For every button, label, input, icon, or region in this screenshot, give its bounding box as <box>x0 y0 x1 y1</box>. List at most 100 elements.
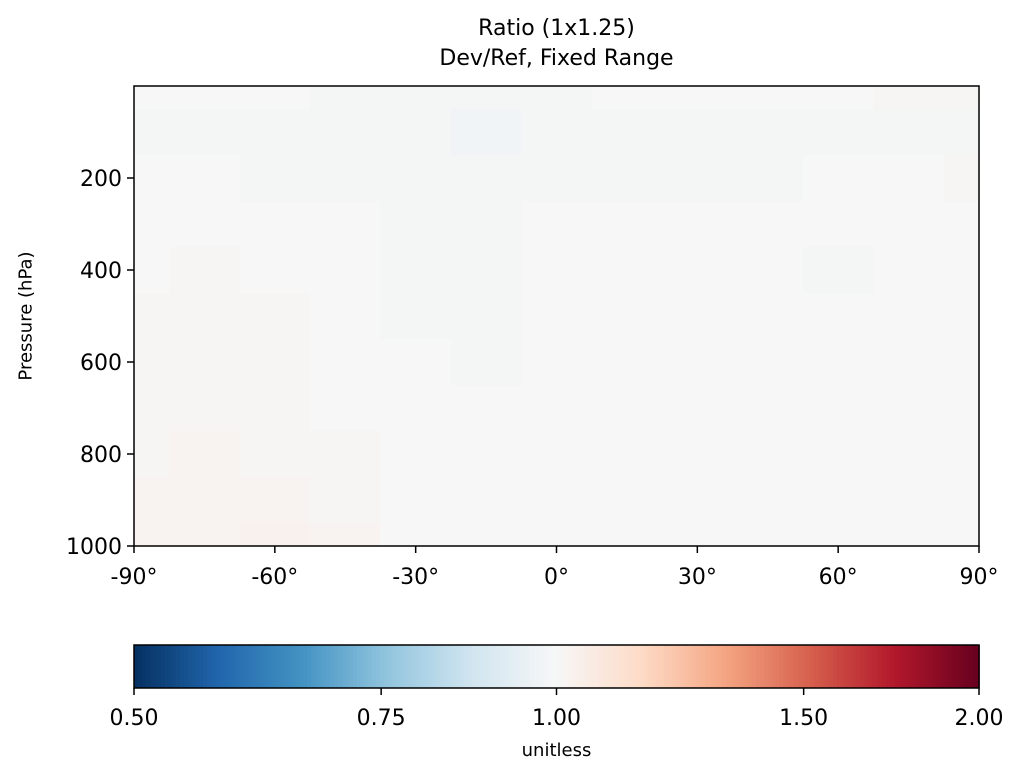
colorbar-segment <box>940 645 946 688</box>
colorbar-segment <box>598 645 604 688</box>
colorbar-segment <box>671 645 677 688</box>
colorbar-segment <box>218 645 224 688</box>
heatmap-cell <box>732 247 804 294</box>
colorbar-segment <box>617 645 623 688</box>
colorbar-segment <box>821 645 827 688</box>
colorbar-segment <box>306 645 312 688</box>
colorbar-segment <box>241 645 247 688</box>
colorbar-segment <box>464 645 469 688</box>
colorbar-segment <box>932 645 938 688</box>
heatmap-cell <box>380 155 452 202</box>
colorbar-segment <box>591 645 596 688</box>
colorbar-segment <box>264 645 270 688</box>
x-tick-label: 30° <box>678 565 717 590</box>
colorbar-segment <box>756 645 761 688</box>
colorbar-segment <box>402 645 408 688</box>
heatmap-cell <box>943 523 980 547</box>
colorbar-segment <box>287 645 293 688</box>
colorbar-segment <box>260 645 266 688</box>
heatmap-cell <box>662 247 734 294</box>
colorbar-segment <box>740 645 746 688</box>
colorbar-segment <box>786 645 792 688</box>
heatmap-cell <box>873 523 945 547</box>
heatmap-cell <box>802 385 874 432</box>
colorbar-segment <box>656 645 661 688</box>
colorbar-segment <box>798 645 804 688</box>
colorbar-segment <box>763 645 769 688</box>
heatmap-cell <box>591 523 663 547</box>
colorbar-segment <box>345 645 350 688</box>
heatmap-cell <box>239 109 311 156</box>
colorbar-segment <box>817 645 823 688</box>
heatmap-cell <box>380 523 452 547</box>
heatmap-cell <box>380 109 452 156</box>
colorbar-segment <box>729 645 734 688</box>
colorbar-segment <box>806 645 811 688</box>
colorbar-segment <box>356 645 362 688</box>
heatmap-cell <box>521 477 593 524</box>
colorbar-segment <box>541 645 546 688</box>
colorbar-segment <box>214 645 220 688</box>
colorbar-tick-label: 0.50 <box>110 706 159 731</box>
colorbar-segment <box>322 645 327 688</box>
colorbar-segment <box>779 645 784 688</box>
heatmap-cell <box>310 201 382 248</box>
heatmap-cell <box>521 385 593 432</box>
colorbar-segment <box>859 645 865 688</box>
colorbar-segment <box>303 645 308 688</box>
colorbar-segment <box>195 645 201 688</box>
colorbar-ticks: 0.50 0.75 1.00 1.50 2.00 <box>110 688 1003 731</box>
colorbar-segment <box>648 645 654 688</box>
heatmap-cell <box>591 201 663 248</box>
colorbar-segment <box>433 645 439 688</box>
colorbar-segment <box>748 645 754 688</box>
colorbar-segment <box>441 645 446 688</box>
colorbar-segment <box>149 645 154 688</box>
heatmap-cell <box>310 293 382 340</box>
colorbar-segment <box>602 645 608 688</box>
heatmap-cell <box>169 477 241 524</box>
heatmap-cell <box>591 86 663 110</box>
colorbar-segment <box>967 645 973 688</box>
heatmap-cell <box>134 293 170 340</box>
colorbar-segment <box>514 645 519 688</box>
x-axis: -90° -60° -30° 0° 30° 60° 90° <box>111 546 999 590</box>
heatmap-cell <box>732 293 804 340</box>
colorbar-segment <box>326 645 331 688</box>
heatmap-cell <box>591 247 663 294</box>
x-tick-label: -90° <box>111 565 158 590</box>
heatmap-cell <box>450 523 522 547</box>
colorbar-segment <box>187 645 193 688</box>
colorbar-tick-label: 1.00 <box>532 706 581 731</box>
colorbar-segment <box>694 645 700 688</box>
heatmap-cell <box>521 109 593 156</box>
colorbar-segment <box>487 645 492 688</box>
colorbar-tick-label: 1.50 <box>779 706 828 731</box>
heatmap-cell <box>169 86 241 110</box>
colorbar-segment <box>253 645 258 688</box>
colorbar-segment <box>460 645 466 688</box>
colorbar-segment <box>337 645 343 688</box>
colorbar-segment <box>291 645 297 688</box>
colorbar-segment <box>886 645 892 688</box>
heatmap-cell <box>380 339 452 386</box>
colorbar-segment <box>771 645 777 688</box>
colorbar-segment <box>664 645 669 688</box>
heatmap-cell <box>873 385 945 432</box>
colorbar-segment <box>245 645 251 688</box>
colorbar-segment <box>737 645 742 688</box>
colorbar-segment <box>725 645 731 688</box>
x-tick-label: -60° <box>251 565 298 590</box>
colorbar-segment <box>583 645 589 688</box>
heatmap-cell <box>169 155 241 202</box>
heatmap-cell <box>662 293 734 340</box>
colorbar-segment <box>621 645 627 688</box>
colorbar-segment <box>510 645 516 688</box>
colorbar-segment <box>395 645 400 688</box>
heatmap-cell <box>169 523 241 547</box>
heatmap-cell <box>310 109 382 156</box>
heatmap-cell <box>943 155 980 202</box>
colorbar-segment <box>894 645 900 688</box>
colorbar-segment <box>560 645 565 688</box>
heatmap-cell <box>732 431 804 478</box>
